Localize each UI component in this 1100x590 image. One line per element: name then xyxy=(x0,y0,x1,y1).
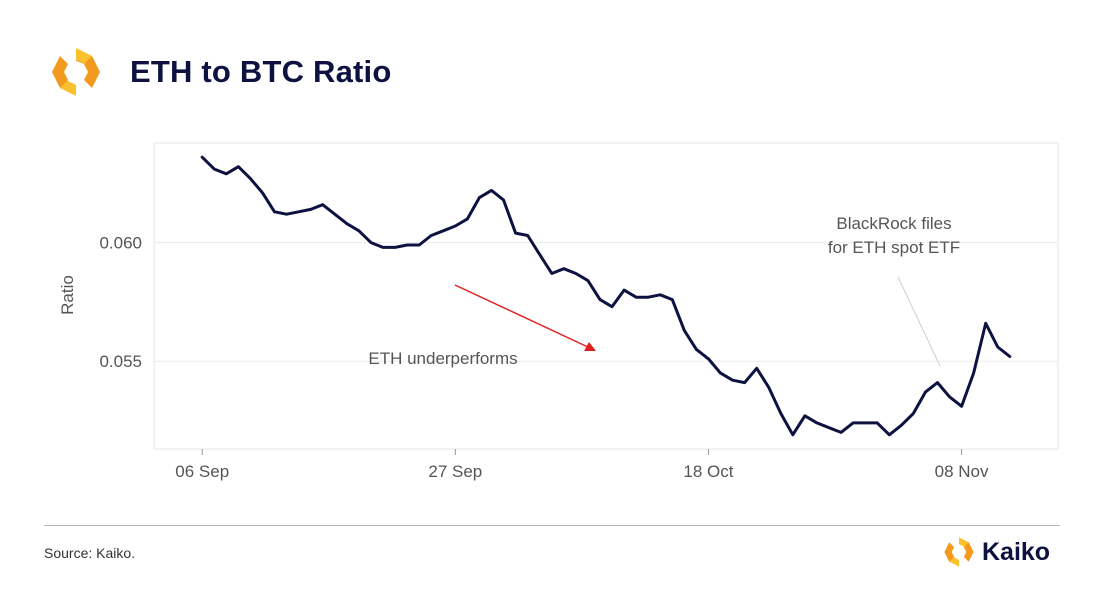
annotation-text-blackrock-1: BlackRock files xyxy=(836,214,951,233)
annotation-text-blackrock-2: for ETH spot ETF xyxy=(828,238,960,257)
footer-divider xyxy=(44,525,1060,526)
annotation-text-underperforms: ETH underperforms xyxy=(368,349,517,368)
x-tick-labels: 06 Sep 27 Sep 18 Oct 08 Nov xyxy=(175,449,989,481)
x-tick-label: 18 Oct xyxy=(683,462,733,481)
y-tick-labels: 0.055 0.060 xyxy=(99,234,142,372)
y-tick-label: 0.060 xyxy=(99,234,142,253)
annotation-leader-line xyxy=(897,276,941,367)
brand-name: Kaiko xyxy=(982,537,1051,566)
annotation-blackrock: BlackRock files for ETH spot ETF xyxy=(828,214,960,367)
x-tick-label: 27 Sep xyxy=(428,462,482,481)
source-note: Source: Kaiko. xyxy=(44,545,136,561)
page-title: ETH to BTC Ratio xyxy=(130,54,392,89)
plot-frame xyxy=(153,142,1059,450)
x-tick-label: 08 Nov xyxy=(935,462,989,481)
header: ETH to BTC Ratio xyxy=(48,42,392,102)
annotation-eth-underperforms: ETH underperforms xyxy=(368,284,596,368)
kaiko-logo-icon xyxy=(52,48,100,96)
brand-footer: Kaiko xyxy=(942,535,1050,569)
x-tick-label: 06 Sep xyxy=(175,462,229,481)
arrow-head-icon xyxy=(584,342,596,351)
annotation-arrow xyxy=(454,284,591,349)
y-tick-label: 0.055 xyxy=(99,352,142,371)
gridlines xyxy=(154,242,1058,362)
kaiko-logo-icon xyxy=(944,537,974,567)
y-axis-label: Ratio xyxy=(58,275,77,315)
series-line-eth-btc xyxy=(200,155,1012,437)
